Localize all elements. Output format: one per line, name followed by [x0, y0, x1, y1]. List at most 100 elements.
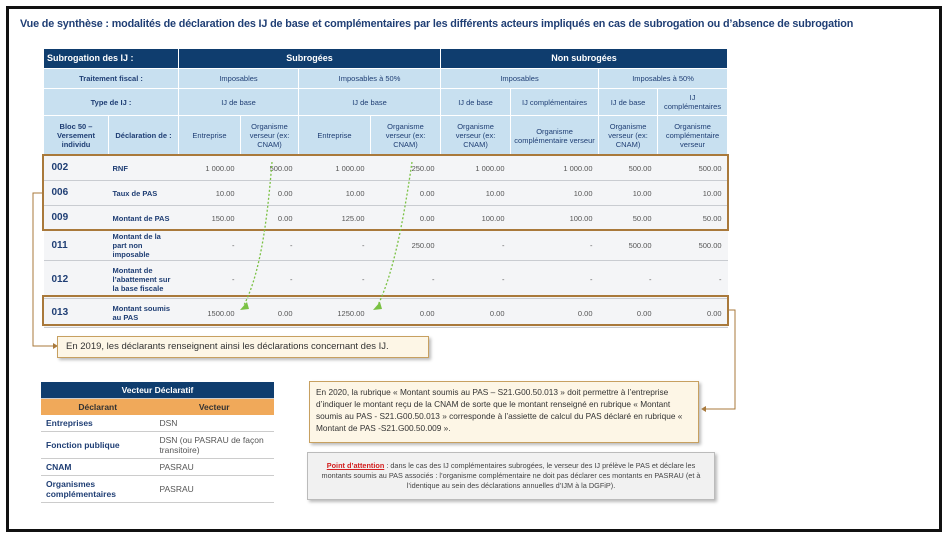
- row-code: 011: [43, 230, 109, 261]
- value-cell: 0.00: [440, 298, 511, 328]
- value-cell: 1 000.00: [510, 155, 599, 181]
- value-cell: -: [440, 260, 511, 299]
- brown-connector-left: [32, 192, 55, 347]
- vecteur-title: Vecteur Déclaratif: [41, 382, 274, 399]
- green-arrow-cnam-50: [377, 161, 413, 306]
- declarant-name: Organismes complémentaires: [41, 475, 155, 503]
- type-cell: IJ de base: [178, 88, 300, 116]
- value-cell: 500.00: [598, 155, 658, 181]
- value-cell: -: [370, 260, 441, 299]
- vecteur-header: Vecteur: [154, 398, 274, 415]
- row-code: 002: [43, 155, 109, 181]
- value-cell: 500.00: [657, 230, 728, 261]
- slide-frame: [6, 6, 942, 532]
- row-label: RNF: [108, 155, 179, 181]
- value-cell: 10.00: [440, 180, 511, 206]
- value-cell: 1500.00: [178, 298, 241, 328]
- brown-arrowhead: [53, 343, 58, 349]
- value-cell: 10.00: [298, 180, 371, 206]
- value-cell: -: [598, 260, 658, 299]
- value-cell: 0.00: [370, 298, 441, 328]
- bloc-label: Bloc 50 – Versement individu: [43, 115, 109, 156]
- declarant-cell: Organisme complémentaire verseur: [657, 115, 729, 156]
- value-cell: 10.00: [657, 180, 728, 206]
- value-cell: 250.00: [370, 230, 441, 261]
- value-cell: -: [240, 230, 299, 261]
- vecteur-row: Entreprises DSN: [41, 415, 274, 432]
- value-cell: 0.00: [240, 180, 299, 206]
- attention-box: Point d’attention : dans le cas des IJ c…: [307, 452, 715, 500]
- row-code: 006: [43, 180, 109, 206]
- traitement-cell: Imposables: [178, 68, 300, 89]
- value-cell: 10.00: [598, 180, 658, 206]
- value-cell: 50.00: [657, 205, 728, 231]
- value-cell: -: [298, 260, 371, 299]
- value-cell: 10.00: [178, 180, 241, 206]
- table-row: 009 Montant de PAS 150.00 0.00 125.00 0.00 100…: [43, 205, 728, 231]
- value-cell: 1 000.00: [440, 155, 511, 181]
- declarant-cell: Entreprise: [178, 115, 242, 156]
- value-cell: 250.00: [370, 155, 441, 181]
- declarant-cell: Organisme complémentaire verseur: [510, 115, 600, 156]
- row-code: 009: [43, 205, 109, 231]
- non-subrogees-header: Non subrogées: [440, 48, 729, 69]
- vecteur-row: Fonction publique DSN (ou PASRAU de façon…: [41, 431, 274, 459]
- value-cell: 0.00: [510, 298, 599, 328]
- vecteur-value: PASRAU: [154, 475, 274, 503]
- attention-label: Point d’attention: [326, 461, 385, 470]
- declarant-cell: Organisme verseur (ex: CNAM): [598, 115, 659, 156]
- traitement-cell: Imposables à 50%: [598, 68, 729, 89]
- brown-connector-right: [705, 309, 736, 410]
- value-cell: 1 000.00: [298, 155, 371, 181]
- subrogees-header: Subrogées: [178, 48, 442, 69]
- value-cell: 0.00: [370, 205, 441, 231]
- value-cell: 0.00: [657, 298, 728, 328]
- row-code: 013: [43, 298, 109, 328]
- green-arrowhead: [373, 302, 382, 310]
- table-row: 013 Montant soumis au PAS 1500.00 0.00 1250.…: [43, 298, 728, 328]
- traitement-cell: Imposables: [440, 68, 600, 89]
- declarant-name: Fonction publique: [41, 431, 155, 459]
- value-cell: -: [178, 230, 241, 261]
- value-cell: 0.00: [240, 298, 299, 328]
- highlight-row-013: [42, 295, 729, 326]
- type-cell: IJ complémentaires: [657, 88, 729, 116]
- type-cell: IJ complémentaires: [510, 88, 600, 116]
- row-label: Montant de la part non imposable: [108, 230, 179, 261]
- value-cell: 50.00: [598, 205, 658, 231]
- value-cell: 0.00: [370, 180, 441, 206]
- table-row: 006 Taux de PAS 10.00 0.00 10.00 0.00 10.00 10.…: [43, 180, 728, 206]
- type-cell: IJ de base: [440, 88, 512, 116]
- vecteur-declaratif-table: Vecteur Déclaratif Déclarant Vecteur Entr…: [41, 382, 274, 503]
- declarant-cell: Organisme verseur (ex: CNAM): [240, 115, 300, 156]
- value-cell: 1 000.00: [178, 155, 241, 181]
- row-label: Taux de PAS: [108, 180, 179, 206]
- highlight-rows-002-009: [42, 154, 729, 231]
- vecteur-value: PASRAU: [154, 458, 274, 476]
- value-cell: -: [657, 260, 728, 299]
- row-label: Montant de PAS: [108, 205, 179, 231]
- table-row: 011 Montant de la part non imposable - - -25…: [43, 230, 728, 261]
- type-cell: IJ de base: [598, 88, 659, 116]
- table-row: 002 RNF 1 000.00 500.00 1 000.00 250.00 1 000.…: [43, 155, 728, 181]
- declarant-cell: Organisme verseur (ex: CNAM): [370, 115, 442, 156]
- value-cell: 500.00: [240, 155, 299, 181]
- vecteur-row: Organismes complémentaires PASRAU: [41, 475, 274, 503]
- declarant-name: CNAM: [41, 458, 155, 476]
- attention-text: : dans le cas des IJ complémentaires sub…: [321, 461, 701, 491]
- value-cell: -: [298, 230, 371, 261]
- vecteur-value: DSN: [154, 415, 274, 432]
- ij-declaration-table: Subrogation des IJ : Subrogées Non subro…: [42, 48, 729, 328]
- value-cell: 150.00: [178, 205, 241, 231]
- page-title: Vue de synthèse : modalités de déclarati…: [20, 18, 854, 30]
- brown-arrowhead: [701, 406, 706, 412]
- traitement-label: Traitement fiscal :: [42, 68, 180, 89]
- note-2020: En 2020, la rubrique « Montant soumis au…: [309, 381, 699, 443]
- vecteur-row: CNAM PASRAU: [41, 458, 274, 476]
- value-cell: 500.00: [598, 230, 658, 261]
- value-cell: 100.00: [440, 205, 511, 231]
- value-cell: 0.00: [240, 205, 299, 231]
- value-cell: 125.00: [298, 205, 371, 231]
- value-cell: 10.00: [510, 180, 599, 206]
